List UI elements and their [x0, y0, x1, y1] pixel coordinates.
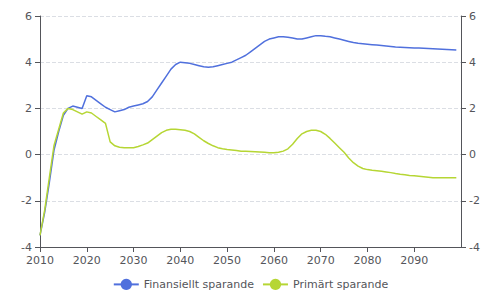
svg-text:0: 0: [25, 148, 32, 161]
svg-text:-4: -4: [21, 241, 32, 254]
svg-text:4: 4: [25, 56, 32, 69]
svg-text:6: 6: [25, 10, 32, 23]
svg-text:0: 0: [469, 148, 476, 161]
svg-text:2020: 2020: [73, 254, 101, 267]
svg-text:2030: 2030: [120, 254, 148, 267]
svg-text:2080: 2080: [353, 254, 381, 267]
svg-text:4: 4: [469, 56, 476, 69]
svg-text:2: 2: [25, 102, 32, 115]
svg-text:2070: 2070: [307, 254, 335, 267]
svg-text:2050: 2050: [213, 254, 241, 267]
svg-text:Primärt sparande: Primärt sparande: [293, 278, 388, 291]
svg-text:2060: 2060: [260, 254, 288, 267]
svg-text:2010: 2010: [26, 254, 54, 267]
svg-text:-2: -2: [469, 194, 480, 207]
svg-text:Finansiellt sparande: Finansiellt sparande: [144, 278, 254, 291]
svg-text:2090: 2090: [400, 254, 428, 267]
svg-text:-2: -2: [21, 194, 32, 207]
svg-text:-4: -4: [469, 241, 480, 254]
svg-text:2: 2: [469, 102, 476, 115]
svg-text:6: 6: [469, 10, 476, 23]
svg-text:2040: 2040: [166, 254, 194, 267]
